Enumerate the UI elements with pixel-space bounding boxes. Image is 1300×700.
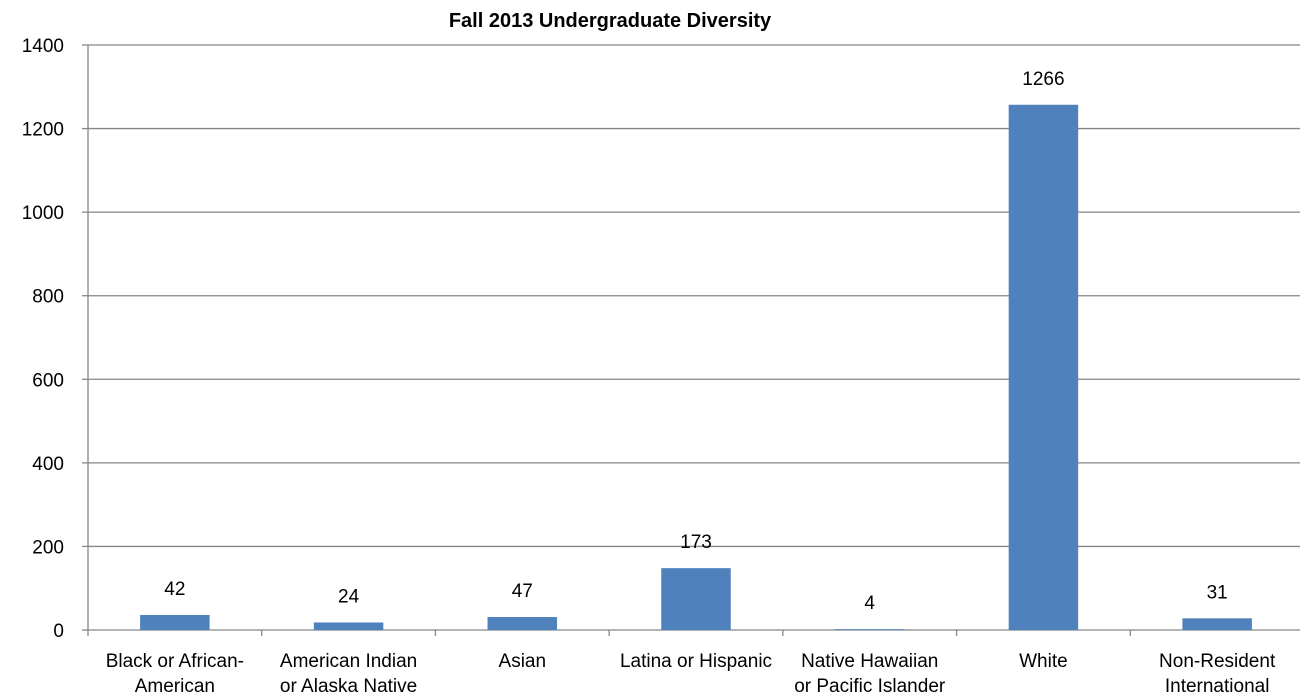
data-label: 24 xyxy=(338,586,360,607)
y-tick-label: 0 xyxy=(53,621,64,642)
bar xyxy=(834,629,905,630)
bar xyxy=(313,622,384,630)
bar xyxy=(661,568,731,630)
y-tick-label: 200 xyxy=(32,537,64,558)
category-label: Native Hawaiian xyxy=(801,651,938,672)
category-label: American xyxy=(135,676,215,697)
y-tick-label: 600 xyxy=(32,370,64,391)
category-label: Non-Resident xyxy=(1159,651,1276,672)
category-label: Latina or Hispanic xyxy=(620,651,772,672)
chart-title: Fall 2013 Undergraduate Diversity xyxy=(448,10,772,32)
category-label: or Alaska Native xyxy=(280,676,417,697)
data-label: 1266 xyxy=(1022,69,1064,90)
y-tick-label: 800 xyxy=(32,287,64,308)
bar xyxy=(487,617,558,630)
category-label: American Indian xyxy=(280,651,417,672)
y-tick-label: 400 xyxy=(32,454,64,475)
category-label: or Pacific Islander xyxy=(794,676,946,697)
data-label: 173 xyxy=(680,532,712,553)
bar xyxy=(1182,618,1252,630)
data-label: 42 xyxy=(164,579,185,600)
category-label: Asian xyxy=(499,651,547,672)
bar xyxy=(1008,104,1079,631)
y-tick-label: 1200 xyxy=(22,120,64,141)
y-tick-label: 1000 xyxy=(22,203,64,224)
category-label: White xyxy=(1019,651,1068,672)
bar xyxy=(140,614,210,630)
data-label: 31 xyxy=(1207,582,1228,603)
data-label: 4 xyxy=(864,593,875,614)
category-label: International xyxy=(1165,676,1270,697)
y-tick-label: 1400 xyxy=(22,36,64,57)
category-label: Black or African- xyxy=(106,651,244,672)
data-label: 47 xyxy=(512,581,533,602)
